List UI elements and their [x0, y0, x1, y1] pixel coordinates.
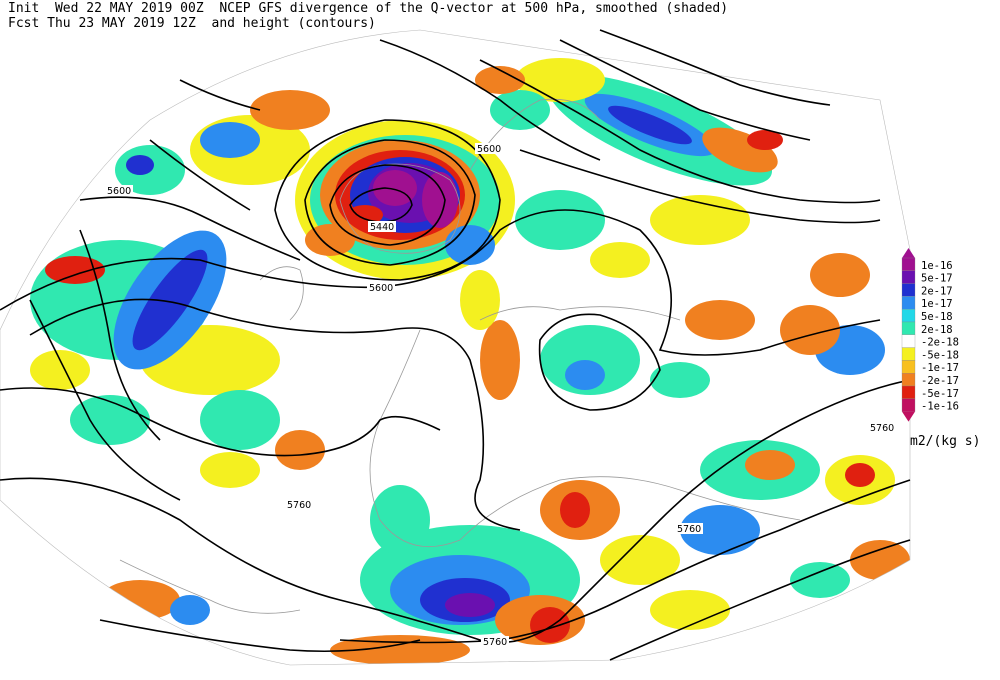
legend-label: 5e-18 — [921, 311, 953, 323]
color-legend: 1e-165e-172e-171e-175e-182e-18-2e-18-5e-… — [901, 248, 959, 422]
legend-swatch — [901, 347, 916, 361]
legend-swatch — [901, 321, 916, 335]
contour-label: 5760 — [677, 524, 701, 535]
height-contours — [0, 29, 911, 661]
legend-units: m2/(kg s) — [910, 434, 981, 449]
legend-swatch — [901, 270, 916, 284]
legend-label: 2e-18 — [921, 324, 953, 336]
legend-swatch — [901, 334, 916, 348]
contour-labels: 5600 5440 5600 5600 5760 5760 5760 5760 — [105, 143, 896, 648]
legend-label: 1e-17 — [921, 298, 953, 310]
legend-label: -1e-17 — [921, 362, 959, 374]
contour-label: 5600 — [107, 186, 131, 197]
legend-label: -2e-18 — [921, 337, 959, 349]
legend-label: 5e-17 — [921, 273, 953, 285]
header-line-2: Fcst Thu 23 MAY 2019 12Z and height (con… — [8, 16, 376, 31]
legend-swatch — [901, 296, 916, 310]
contour-label: 5600 — [369, 283, 393, 294]
legend-swatch — [901, 360, 916, 374]
contour-label: 5440 — [370, 222, 394, 233]
legend-label: -1e-16 — [921, 401, 959, 413]
legend-swatch — [901, 398, 916, 412]
legend-swatch — [901, 373, 916, 387]
legend-swatch — [901, 257, 916, 271]
contour-label: 5760 — [287, 500, 311, 511]
contour-label: 5760 — [870, 423, 894, 434]
legend-label: 2e-17 — [921, 285, 953, 297]
legend-arrow-bottom — [902, 411, 915, 422]
legend-label: -5e-18 — [921, 349, 959, 361]
header-line-1: Init Wed 22 MAY 2019 00Z NCEP GFS diverg… — [8, 1, 729, 16]
contour-label: 5600 — [477, 144, 501, 155]
legend-swatch — [901, 309, 916, 323]
legend-arrow-top — [902, 248, 915, 258]
legend-swatch — [901, 385, 916, 399]
legend-label: -2e-17 — [921, 375, 959, 387]
legend-label: -5e-17 — [921, 388, 959, 400]
contour-label: 5760 — [483, 637, 507, 648]
shaded-field — [30, 58, 910, 665]
legend-label: 1e-16 — [921, 260, 953, 272]
legend-swatch — [901, 283, 916, 297]
